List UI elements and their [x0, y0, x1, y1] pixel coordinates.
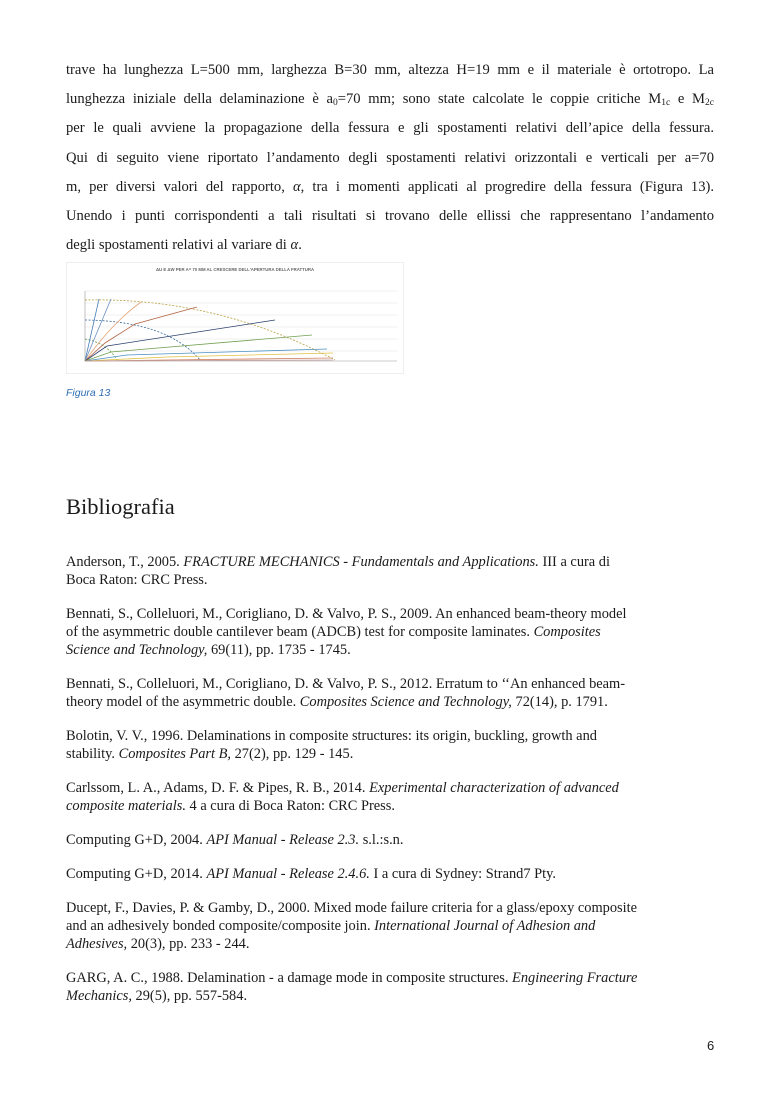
reference-line: composite materials. 4 a cura di Boca Ra… [66, 797, 726, 815]
text-run: s.l.:s.n. [359, 832, 404, 848]
reference-line: Bennati, S., Colleluori, M., Corigliano,… [66, 605, 726, 623]
text-run: Computing G+D, 2004. [66, 832, 207, 848]
italic-text: Composites Science and Technology, [299, 694, 512, 710]
reference-item: Ducept, F., Davies, P. & Gamby, D., 2000… [66, 899, 726, 953]
reference-line: Bolotin, V. V., 1996. Delaminations in c… [66, 727, 726, 745]
paragraph-line: degli spostamenti relativi al variare di… [66, 231, 714, 260]
text-run: Anderson, T., 2005. [66, 554, 184, 570]
reference-item: Bolotin, V. V., 1996. Delaminations in c… [66, 727, 726, 763]
bibliography-heading: Bibliografia [66, 494, 175, 519]
italic-text: Experimental characterization of advance… [369, 780, 619, 796]
subscript: 0 [332, 98, 338, 109]
italic-text: Engineering Fracture [512, 970, 638, 986]
reference-line: Boca Raton: CRC Press. [66, 571, 726, 589]
text-run: I a cura di Sydney: Strand7 Pty. [369, 866, 557, 882]
text-run: III a cura di [538, 554, 610, 570]
text-run: . [298, 237, 302, 254]
text-run: Ducept, F., Davies, P. & Gamby, D., 2000… [66, 900, 638, 916]
italic-text: Science and Technology, [66, 642, 208, 658]
reference-item: Computing G+D, 2004. API Manual - Releas… [66, 831, 726, 849]
text-run: , tra i momenti applicati al progredire … [300, 178, 715, 195]
italic-text: α [290, 237, 299, 254]
text-run: stability. [66, 746, 119, 762]
reference-line: GARG, A. C., 1988. Delamination - a dama… [66, 969, 726, 987]
reference-item: Bennati, S., Colleluori, M., Corigliano,… [66, 675, 726, 711]
paragraph-line: Unendo i punti corrispondenti a tali ris… [66, 202, 714, 231]
reference-line: stability. Composites Part B, 27(2), pp.… [66, 745, 726, 763]
text-run: 72(14), p. 1791. [511, 694, 608, 710]
text-run: 69(11), pp. 1735 - 1745. [207, 642, 351, 658]
reference-item: Carlssom, L. A., Adams, D. F. & Pipes, R… [66, 779, 726, 815]
page-number: 6 [707, 1038, 715, 1053]
text-run: lunghezza iniziale della delaminazione è… [66, 91, 333, 108]
text-run: Carlssom, L. A., Adams, D. F. & Pipes, R… [66, 780, 370, 796]
chart-image: ΔU E ΔW PER A= 70 MM AL CRESCERE DELL'AP… [84, 267, 397, 362]
text-run: 27(2), pp. 129 - 145. [230, 746, 354, 762]
reference-list: Anderson, T., 2005. FRACTURE MECHANICS -… [66, 553, 726, 1021]
text-run: 20(3), pp. 233 - 244. [127, 936, 250, 952]
reference-line: Computing G+D, 2004. API Manual - Releas… [66, 831, 726, 849]
text-run: m, per diversi valori del rapporto, [66, 178, 293, 195]
text-run: Bennati, S., Colleluori, M., Corigliano,… [66, 676, 626, 692]
paragraph-line: per le quali avviene la propagazione del… [66, 114, 714, 143]
italic-text: α [292, 178, 301, 195]
text-run: GARG, A. C., 1988. Delamination - a dama… [66, 970, 513, 986]
text-run: Bolotin, V. V., 1996. Delaminations in c… [66, 728, 597, 744]
reference-item: Bennati, S., Colleluori, M., Corigliano,… [66, 605, 726, 659]
reference-line: Computing G+D, 2014. API Manual - Releas… [66, 865, 726, 883]
reference-line: Carlssom, L. A., Adams, D. F. & Pipes, R… [66, 779, 726, 797]
figure-title: ΔU E ΔW PER A= 70 MM AL CRESCERE DELL'AP… [156, 267, 314, 272]
reference-line: Ducept, F., Davies, P. & Gamby, D., 2000… [66, 899, 726, 917]
italic-text: Composites Part B, [118, 746, 231, 762]
italic-text: FRACTURE MECHANICS - Fundamentals and Ap… [183, 554, 539, 570]
reference-line: Adhesives, 20(3), pp. 233 - 244. [66, 935, 726, 953]
text-run: Computing G+D, 2014. [66, 866, 207, 882]
italic-text: International Journal of Adhesion and [374, 918, 596, 934]
reference-line: Bennati, S., Colleluori, M., Corigliano,… [66, 675, 726, 693]
reference-item: GARG, A. C., 1988. Delamination - a dama… [66, 969, 726, 1005]
text-run: e M [670, 91, 706, 108]
text-run: Qui di seguito viene riportato l’andamen… [66, 149, 714, 166]
subscript: 2c [705, 98, 714, 109]
reference-line: and an adhesively bonded composite/compo… [66, 917, 726, 935]
paragraph-line: lunghezza iniziale della delaminazione è… [66, 85, 714, 114]
reference-item: Computing G+D, 2014. API Manual - Releas… [66, 865, 726, 883]
text-run: degli spostamenti relativi al variare di [66, 237, 291, 254]
reference-item: Anderson, T., 2005. FRACTURE MECHANICS -… [66, 553, 726, 589]
text-run: 4 a cura di Boca Raton: CRC Press. [185, 798, 395, 814]
subscript: 1c [661, 98, 671, 109]
italic-text: composite materials. [66, 798, 186, 814]
text-run: theory model of the asymmetric double. [66, 694, 300, 710]
paragraph-line: m, per diversi valori del rapporto, α, t… [66, 173, 714, 202]
italic-text: Mechanics, [66, 988, 132, 1004]
reference-line: Mechanics, 29(5), pp. 557-584. [66, 987, 726, 1005]
text-run: 29(5), pp. 557-584. [131, 988, 248, 1004]
text-run: trave ha lunghezza L=500 mm, larghezza B… [66, 62, 714, 78]
italic-text: Composites [533, 624, 601, 640]
text-run: of the asymmetric double cantilever beam… [66, 624, 534, 640]
text-run: Bennati, S., Colleluori, M., Corigliano,… [66, 606, 627, 622]
figure-caption: Figura 13 [66, 387, 111, 399]
reference-line: Anderson, T., 2005. FRACTURE MECHANICS -… [66, 553, 726, 571]
body-paragraph: trave ha lunghezza L=500 mm, larghezza B… [66, 56, 714, 260]
gridlines [85, 290, 397, 352]
text-run: =70 mm; sono state calcolate le coppie c… [337, 91, 662, 108]
text-run: Boca Raton: CRC Press. [66, 572, 208, 588]
text-run: Unendo i punti corrispondenti a tali ris… [66, 207, 714, 224]
figure-13-image: ΔU E ΔW PER A= 70 MM AL CRESCERE DELL'AP… [66, 262, 404, 374]
reference-line: theory model of the asymmetric double. C… [66, 693, 726, 711]
text-run: and an adhesively bonded composite/compo… [66, 918, 375, 934]
text-run: per le quali avviene la propagazione del… [66, 120, 714, 137]
paragraph-line: trave ha lunghezza L=500 mm, larghezza B… [66, 56, 714, 85]
italic-text: Adhesives, [66, 936, 128, 952]
reference-line: of the asymmetric double cantilever beam… [66, 623, 726, 641]
paragraph-line: Qui di seguito viene riportato l’andamen… [66, 144, 714, 173]
chart-series [84, 298, 336, 362]
reference-line: Science and Technology, 69(11), pp. 1735… [66, 641, 726, 659]
italic-text: API Manual - Release 2.3. [206, 832, 360, 848]
italic-text: API Manual - Release 2.4.6. [206, 866, 370, 882]
